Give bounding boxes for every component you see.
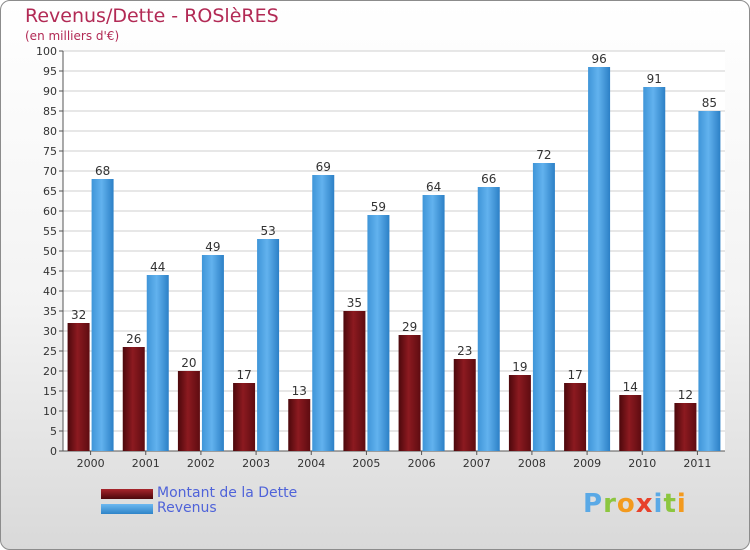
legend-swatch-debt xyxy=(101,489,153,499)
bar-revenue-2005 xyxy=(367,215,390,451)
x-tick-label-2009: 2009 xyxy=(573,457,601,470)
legend-label-revenue: Revenus xyxy=(157,500,217,516)
y-tick-label: 55 xyxy=(43,225,57,238)
legend-label-debt: Montant de la Dette xyxy=(157,485,298,501)
x-tick-label-2008: 2008 xyxy=(518,457,546,470)
bar-revenue-2011 xyxy=(698,111,721,451)
data-label-debt-2007: 23 xyxy=(457,344,472,358)
y-tick-label: 15 xyxy=(43,385,57,398)
data-label-revenue-2005: 59 xyxy=(371,200,386,214)
x-tick-label-2011: 2011 xyxy=(683,457,711,470)
bar-revenue-2002 xyxy=(201,255,224,451)
y-tick-label: 30 xyxy=(43,325,57,338)
bar-revenue-2001 xyxy=(146,275,169,451)
y-tick-label: 45 xyxy=(43,265,57,278)
x-tick-label-2001: 2001 xyxy=(132,457,160,470)
data-label-debt-2009: 17 xyxy=(567,368,582,382)
data-label-debt-2010: 14 xyxy=(623,380,638,394)
y-tick-label: 80 xyxy=(43,125,57,138)
bar-debt-2010 xyxy=(619,395,642,451)
bar-debt-2004 xyxy=(288,399,311,451)
y-tick-label: 5 xyxy=(50,425,57,438)
logo-letter-4: i xyxy=(653,489,664,519)
bar-debt-2002 xyxy=(177,371,200,451)
bar-revenue-2004 xyxy=(312,175,335,451)
x-tick-label-2002: 2002 xyxy=(187,457,215,470)
data-label-revenue-2010: 91 xyxy=(647,72,662,86)
data-label-revenue-2000: 68 xyxy=(95,164,110,178)
bar-debt-2000 xyxy=(67,323,90,451)
data-label-debt-2005: 35 xyxy=(347,296,362,310)
y-tick-label: 25 xyxy=(43,345,57,358)
y-tick-label: 10 xyxy=(43,405,57,418)
bar-revenue-2003 xyxy=(257,239,280,451)
bar-debt-2011 xyxy=(674,403,697,451)
data-label-debt-2008: 19 xyxy=(512,360,527,374)
data-label-debt-2004: 13 xyxy=(292,384,307,398)
bar-debt-2003 xyxy=(233,383,256,451)
legend-swatch-revenue xyxy=(101,504,153,514)
logo-letter-3: x xyxy=(635,489,654,519)
bar-debt-2007 xyxy=(453,359,476,451)
data-label-revenue-2007: 66 xyxy=(481,172,496,186)
y-tick-label: 60 xyxy=(43,205,57,218)
data-label-debt-2011: 12 xyxy=(678,388,693,402)
data-label-revenue-2004: 69 xyxy=(316,160,331,174)
y-tick-label: 100 xyxy=(36,45,57,58)
data-label-debt-2006: 29 xyxy=(402,320,417,334)
data-label-debt-2002: 20 xyxy=(181,356,196,370)
data-label-revenue-2008: 72 xyxy=(536,148,551,162)
data-label-revenue-2006: 64 xyxy=(426,180,441,194)
y-tick-label: 40 xyxy=(43,285,57,298)
data-label-revenue-2002: 49 xyxy=(205,240,220,254)
y-tick-label: 50 xyxy=(43,245,57,258)
logo-letter-6: i xyxy=(676,489,687,519)
bar-revenue-2008 xyxy=(532,163,555,451)
data-label-revenue-2003: 53 xyxy=(260,224,275,238)
bar-debt-2008 xyxy=(508,375,531,451)
y-tick-label: 85 xyxy=(43,105,57,118)
logo-letter-2: o xyxy=(616,489,636,519)
x-tick-label-2005: 2005 xyxy=(352,457,380,470)
x-tick-label-2010: 2010 xyxy=(628,457,656,470)
logo-letter-5: t xyxy=(663,489,677,519)
logo-letter-1: r xyxy=(603,489,617,519)
y-tick-label: 20 xyxy=(43,365,57,378)
bar-debt-2009 xyxy=(564,383,587,451)
bar-debt-2006 xyxy=(398,335,421,451)
bar-debt-2005 xyxy=(343,311,366,451)
data-label-debt-2000: 32 xyxy=(71,308,86,322)
x-tick-label-2007: 2007 xyxy=(463,457,491,470)
bar-revenue-2000 xyxy=(91,179,114,451)
y-tick-label: 35 xyxy=(43,305,57,318)
bar-revenue-2006 xyxy=(422,195,445,451)
chart-subtitle: (en milliers d'€) xyxy=(25,29,120,43)
data-label-revenue-2011: 85 xyxy=(702,96,717,110)
data-label-revenue-2009: 96 xyxy=(591,52,606,66)
y-tick-label: 90 xyxy=(43,85,57,98)
bar-revenue-2010 xyxy=(643,87,666,451)
y-tick-label: 65 xyxy=(43,185,57,198)
y-tick-label: 95 xyxy=(43,65,57,78)
bar-revenue-2009 xyxy=(588,67,611,451)
bar-debt-2001 xyxy=(122,347,145,451)
data-label-debt-2001: 26 xyxy=(126,332,141,346)
data-label-debt-2003: 17 xyxy=(236,368,251,382)
y-tick-label: 70 xyxy=(43,165,57,178)
x-tick-label-2000: 2000 xyxy=(77,457,105,470)
chart-title: Revenus/Dette - ROSlèRES xyxy=(25,5,279,27)
proxiti-logo: Proxiti xyxy=(583,489,687,519)
x-tick-label-2004: 2004 xyxy=(297,457,325,470)
data-label-revenue-2001: 44 xyxy=(150,260,165,274)
logo-letter-0: P xyxy=(583,489,604,519)
y-tick-label: 0 xyxy=(50,445,57,458)
y-tick-label: 75 xyxy=(43,145,57,158)
bar-revenue-2007 xyxy=(477,187,500,451)
x-tick-label-2006: 2006 xyxy=(408,457,436,470)
x-tick-label-2003: 2003 xyxy=(242,457,270,470)
